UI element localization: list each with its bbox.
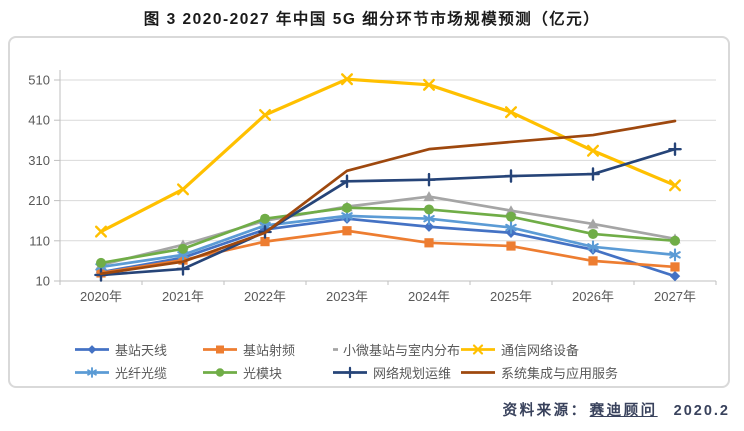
- source-note: 资料来源： 赛迪顾问 2020.2: [503, 399, 730, 420]
- series-网络规划运维: [94, 142, 682, 282]
- series-光模块: [96, 202, 680, 268]
- x-axis-label: 2025年: [490, 289, 532, 304]
- data-point-asterisk: [177, 251, 189, 259]
- data-point-square: [588, 256, 598, 266]
- legend-swatch: [203, 368, 237, 377]
- data-point-circle: [96, 257, 106, 268]
- data-point-diamond: [423, 221, 435, 232]
- y-axis-label: 110: [29, 233, 50, 248]
- legend-marker: [472, 344, 484, 355]
- series-line: [99, 119, 677, 276]
- legend-item-通信网络设备: 通信网络设备: [460, 340, 724, 359]
- series-line: [99, 214, 677, 269]
- legend-label: 网络规划运维: [373, 366, 452, 381]
- data-point-x: [341, 73, 353, 86]
- data-point-square: [260, 237, 270, 247]
- legend-label: 小微基站与室内分布: [342, 343, 460, 358]
- x-axis-label: 2024年: [408, 289, 450, 304]
- data-point-x: [587, 144, 599, 157]
- gridlines: 10 110 210 310 410 510: [28, 73, 716, 289]
- legend-swatch: [333, 366, 367, 379]
- legend-item-系统集成与应用服务: 系统集成与应用服务: [460, 363, 724, 382]
- legend-label: 基站天线: [115, 343, 168, 358]
- data-point-x: [94, 225, 108, 238]
- data-point-asterisk: [341, 212, 353, 220]
- source-org: 赛迪顾问: [589, 403, 658, 419]
- legend-item-网络规划运维: 网络规划运维: [332, 363, 460, 382]
- legend-item-小微基站与室内分布: 小微基站与室内分布: [332, 340, 460, 359]
- chart-legend: 基站天线 基站射频 小微基站与室内分布 通信网络设备光纤光缆 光模块 网络规划运维 系统集成…: [74, 338, 724, 384]
- x-axis-label: 2027年: [654, 289, 696, 304]
- y-axis-label: 210: [28, 193, 50, 208]
- data-point-diamond: [669, 270, 681, 282]
- legend-swatch: [75, 345, 109, 354]
- legend-swatch: [333, 348, 338, 351]
- data-point-circle: [260, 213, 270, 224]
- legend-marker: [87, 369, 97, 376]
- legend-swatch: [461, 344, 495, 355]
- x-axis: 2020年 2021年 2022年 2023年 2024年 2025年 2026年 2027年: [59, 281, 717, 304]
- data-point-circle: [342, 202, 352, 213]
- legend-label: 光模块: [243, 366, 283, 381]
- data-point-asterisk: [587, 243, 599, 251]
- data-point-x: [258, 108, 271, 121]
- source-date: 2020.2: [673, 403, 730, 419]
- legend-item-光模块: 光模块: [202, 363, 332, 382]
- data-point-x: [176, 183, 190, 196]
- y-axis-label: 510: [28, 73, 50, 88]
- series-通信网络设备: [94, 73, 681, 238]
- data-point-square: [506, 241, 516, 251]
- x-axis-label: 2022年: [244, 289, 286, 304]
- legend-swatch: [75, 367, 109, 378]
- data-point-x: [423, 78, 435, 91]
- legend-swatch: [203, 345, 237, 354]
- data-point-asterisk: [669, 251, 681, 259]
- data-point-circle: [506, 211, 516, 222]
- data-point-square: [670, 262, 680, 272]
- series-系统集成与应用服务: [99, 119, 677, 276]
- series-line: [99, 147, 677, 277]
- legend-label: 通信网络设备: [501, 343, 580, 358]
- source-prefix: 资料来源：: [502, 403, 588, 419]
- legend-item-光纤光缆: 光纤光缆: [74, 363, 202, 382]
- data-point-triangle: [423, 191, 435, 202]
- series-line: [99, 77, 677, 234]
- data-point-asterisk: [505, 223, 517, 232]
- data-point-circle: [670, 235, 680, 246]
- legend-item-基站射频: 基站射频: [202, 340, 332, 359]
- legend-label: 系统集成与应用服务: [501, 366, 619, 381]
- legend-label: 光纤光缆: [115, 366, 168, 381]
- y-axis-label: 310: [28, 153, 50, 168]
- x-axis-label: 2021年: [162, 289, 204, 304]
- data-point-square: [424, 238, 434, 248]
- data-point-square: [342, 226, 352, 236]
- legend-swatch: [461, 371, 495, 374]
- data-point-x: [505, 106, 517, 119]
- legend-label: 基站射频: [243, 343, 296, 358]
- x-axis-label: 2026年: [572, 289, 614, 304]
- legend-marker: [87, 345, 97, 354]
- series-line: [99, 206, 677, 265]
- series-line: [99, 195, 677, 267]
- legend-marker: [216, 345, 224, 354]
- y-axis-label: 10: [36, 274, 50, 289]
- series-line: [99, 217, 677, 278]
- data-point-circle: [588, 228, 598, 239]
- figure-title: 图 3 2020-2027 年中国 5G 细分环节市场规模预测（亿元）: [143, 11, 601, 28]
- data-point-circle: [424, 204, 434, 215]
- data-point-x: [669, 179, 681, 192]
- data-point-circle: [178, 243, 188, 254]
- legend-marker: [215, 368, 225, 377]
- y-axis-label: 410: [28, 113, 50, 128]
- x-axis-label: 2020年: [80, 289, 122, 304]
- data-point-asterisk: [423, 214, 435, 223]
- x-axis-label: 2023年: [326, 289, 368, 304]
- data-point-triangle: [587, 218, 599, 229]
- legend-item-基站天线: 基站天线: [74, 340, 202, 359]
